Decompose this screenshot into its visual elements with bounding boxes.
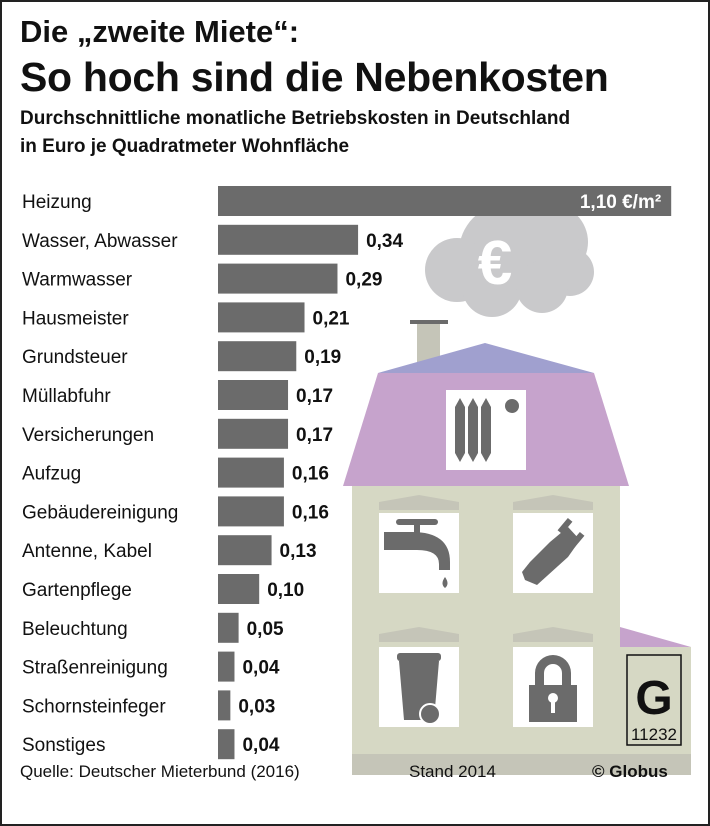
brand-label: © Globus bbox=[592, 762, 668, 781]
subtitle-line2: in Euro je Quadratmeter Wohnfläche bbox=[20, 136, 350, 157]
category-label: Aufzug bbox=[22, 464, 81, 485]
globus-logo bbox=[626, 654, 682, 746]
value-label: 0,34 bbox=[366, 231, 403, 252]
bar bbox=[218, 651, 235, 682]
euro-symbol: € bbox=[478, 229, 512, 298]
radiator-icon bbox=[455, 398, 519, 462]
bar bbox=[218, 263, 338, 294]
bar bbox=[218, 496, 284, 527]
date-note: Stand 2014 bbox=[409, 762, 496, 781]
value-label: 0,10 bbox=[267, 580, 304, 601]
bar bbox=[218, 690, 231, 721]
water-tap-icon bbox=[384, 519, 450, 588]
value-label: 0,19 bbox=[304, 347, 341, 368]
svg-text:G: G bbox=[635, 672, 672, 725]
category-label: Versicherungen bbox=[22, 425, 154, 446]
category-label: Schornsteinfeger bbox=[22, 696, 166, 717]
category-label: Antenne, Kabel bbox=[22, 541, 152, 562]
bar bbox=[218, 612, 239, 643]
source-note: Quelle: Deutscher Mieterbund (2016) bbox=[20, 762, 300, 781]
value-label: 0,17 bbox=[296, 386, 333, 407]
category-label: Warmwasser bbox=[22, 270, 133, 291]
value-label: 0,03 bbox=[238, 696, 275, 717]
value-label: 0,17 bbox=[296, 425, 333, 446]
house-illustration: G 11232 bbox=[343, 320, 691, 775]
cloud-euro-icon: € bbox=[425, 204, 594, 317]
category-label: Hausmeister bbox=[22, 308, 129, 329]
value-label: 1,10 €/m² bbox=[580, 192, 661, 213]
category-label: Gebäudereinigung bbox=[22, 502, 178, 523]
bar bbox=[218, 224, 359, 255]
bar bbox=[218, 418, 289, 449]
category-label: Straßenreinigung bbox=[22, 658, 168, 679]
value-label: 0,29 bbox=[345, 270, 382, 291]
value-label: 0,04 bbox=[242, 658, 279, 679]
bar bbox=[218, 457, 284, 488]
chart-title: So hoch sind die Nebenkosten bbox=[20, 54, 609, 100]
category-label: Grundsteuer bbox=[22, 347, 128, 368]
category-label: Beleuchtung bbox=[22, 619, 128, 640]
value-label: 0,13 bbox=[280, 541, 317, 562]
bar bbox=[218, 574, 260, 604]
bar bbox=[218, 729, 235, 760]
trash-bin-icon bbox=[397, 653, 441, 725]
category-label: Wasser, Abwasser bbox=[22, 231, 178, 252]
value-label: 0,16 bbox=[292, 464, 329, 485]
value-label: 0,04 bbox=[242, 735, 279, 756]
category-label: Heizung bbox=[22, 192, 92, 213]
subtitle-line1: Durchschnittliche monatliche Betriebskos… bbox=[20, 108, 571, 129]
bar bbox=[218, 186, 672, 216]
power-plug-icon bbox=[522, 517, 585, 585]
roof-top bbox=[378, 343, 594, 373]
bar bbox=[218, 535, 272, 566]
value-label: 0,05 bbox=[247, 619, 284, 640]
category-label: Müllabfuhr bbox=[22, 386, 111, 407]
value-label: 0,21 bbox=[313, 308, 350, 329]
bar bbox=[218, 302, 305, 333]
padlock-icon bbox=[529, 655, 577, 722]
bar bbox=[218, 380, 289, 410]
bar bbox=[218, 341, 297, 372]
value-label: 0,16 bbox=[292, 502, 329, 523]
badge-number: 11232 bbox=[631, 725, 677, 744]
bar-group: Heizung 1,10 €/m² Wasser, Abwasser 0,34 Warm… bbox=[22, 186, 672, 760]
category-label: Sonstiges bbox=[22, 735, 105, 756]
kicker: Die „zweite Miete“: bbox=[20, 14, 300, 49]
category-label: Gartenpflege bbox=[22, 580, 132, 601]
